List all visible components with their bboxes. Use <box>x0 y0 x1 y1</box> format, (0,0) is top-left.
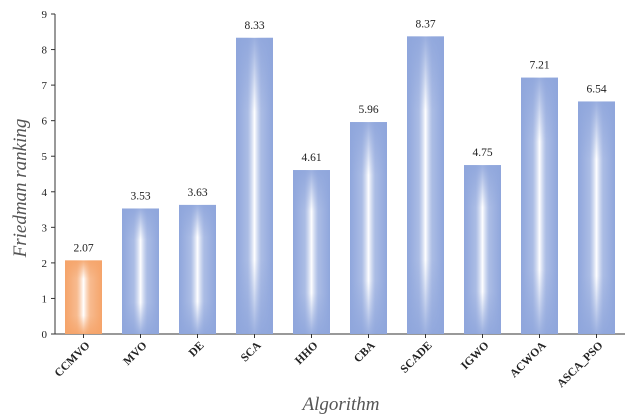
bar-shade-de <box>179 204 216 334</box>
x-tick-label-mvo: MVO <box>121 340 149 368</box>
x-axis: CCMVO MVO DE SCA HHO CBA SCADE IGWO ACWOA ASCA_PS… <box>53 333 625 391</box>
x-tick-label-de: DE <box>187 339 207 359</box>
y-tick-label: 4 <box>42 187 48 199</box>
bar-shade-scade <box>407 36 444 335</box>
y-tick-label: 2 <box>42 258 48 270</box>
data-label-hho: 4.61 <box>301 152 321 164</box>
data-label-sca: 8.33 <box>244 20 264 32</box>
data-label-de: 3.63 <box>187 187 207 199</box>
x-tick-label-ccmvo: CCMVO <box>53 340 93 380</box>
y-tick-label: 8 <box>42 45 48 57</box>
bar-shade-mvo <box>122 208 159 334</box>
x-tick-label-scade: SCADE <box>399 339 435 375</box>
data-label-cba: 5.96 <box>358 104 378 116</box>
data-label-igwo: 4.75 <box>472 147 492 159</box>
y-tick-label: 7 <box>42 80 48 92</box>
bar-shade-asca_pso <box>578 101 615 334</box>
data-label-acwoa: 7.21 <box>529 60 549 72</box>
y-tick-label: 9 <box>42 9 48 21</box>
x-tick-label-cba: CBA <box>352 339 378 365</box>
x-tick-label-acwoa: ACWOA <box>508 339 549 380</box>
y-tick-label: 0 <box>42 329 48 341</box>
bar-shade-sca <box>236 37 273 334</box>
y-axis: 0 1 2 3 4 5 6 7 8 9 <box>42 9 56 341</box>
data-label-scade: 8.37 <box>415 18 435 30</box>
y-tick-label: 1 <box>42 293 48 305</box>
x-tick-label-sca: SCA <box>239 339 264 364</box>
y-tick-label: 5 <box>42 151 48 163</box>
y-axis-title: Friedman ranking <box>10 119 31 259</box>
bar-shade-cba <box>350 122 387 334</box>
bars-group: 2.07 3.53 3.63 8.33 4.61 5.96 8.37 4.75 7.21 6.54 <box>65 18 615 335</box>
data-label-asca_pso: 6.54 <box>586 83 606 95</box>
data-label-ccmvo: 2.07 <box>73 242 93 254</box>
x-tick-label-hho: HHO <box>293 340 320 367</box>
data-label-mvo: 3.53 <box>130 190 150 202</box>
bar-shade-acwoa <box>521 77 558 335</box>
x-tick-label-igwo: IGWO <box>459 340 491 372</box>
bar-shade-igwo <box>464 165 501 334</box>
bar-shade-ccmvo <box>65 260 102 334</box>
x-axis-title: Algorithm <box>300 394 379 415</box>
bar-shade-hho <box>293 170 330 334</box>
y-tick-label: 6 <box>42 116 48 128</box>
x-tick-label-asca_pso: ASCA_PSO <box>555 340 606 391</box>
y-tick-label: 3 <box>42 222 48 234</box>
